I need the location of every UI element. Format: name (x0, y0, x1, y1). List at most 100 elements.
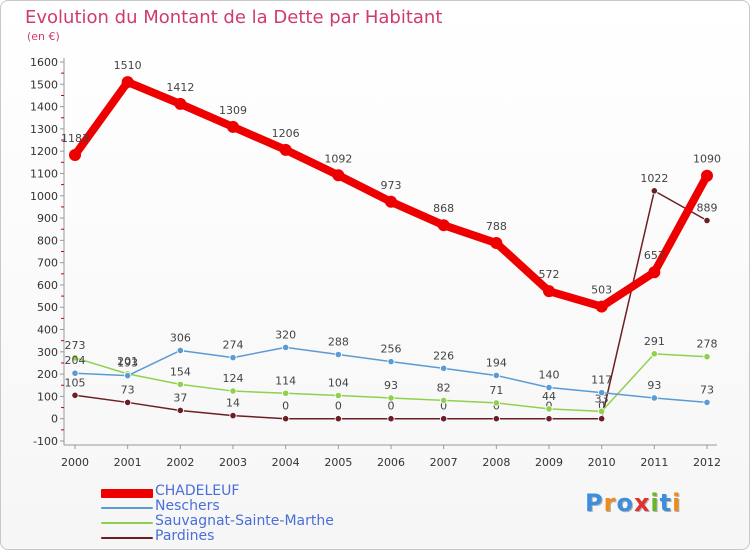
data-point-3 (492, 415, 500, 423)
data-label-1: 256 (381, 343, 402, 356)
x-tick-label: 2009 (535, 456, 563, 469)
data-point-3 (387, 415, 395, 423)
y-tick-label: -100 (33, 435, 58, 448)
data-point-1 (492, 371, 500, 380)
data-label-2: 114 (275, 374, 296, 387)
legend-swatch-chadeleuf (101, 488, 153, 498)
data-point-3 (282, 415, 290, 423)
data-point-1 (334, 350, 342, 359)
data-label-2: 291 (644, 335, 665, 348)
data-label-0: 1510 (114, 59, 142, 72)
data-point-0 (543, 285, 555, 298)
logo-letter: i (650, 489, 660, 517)
x-tick-label: 2001 (114, 456, 142, 469)
legend-item-neschers[interactable]: Neschers (101, 498, 361, 515)
data-point-0 (648, 266, 661, 279)
data-label-2: 71 (489, 384, 503, 397)
data-label-0: 572 (539, 268, 560, 281)
legend-label-pardines: Pardines (155, 528, 215, 544)
data-point-3 (124, 398, 132, 407)
data-point-0 (69, 148, 81, 161)
data-label-0: 868 (433, 202, 454, 215)
data-point-1 (71, 369, 79, 377)
data-point-2 (650, 350, 658, 358)
data-label-2: 93 (384, 379, 398, 392)
y-tick-label: 1300 (30, 123, 58, 136)
proxiti-logo: Proxiti (585, 489, 681, 517)
data-point-3 (229, 411, 237, 420)
data-label-0: 503 (591, 284, 612, 297)
data-label-0: 1092 (324, 152, 352, 165)
data-label-3: 0 (282, 400, 289, 413)
data-label-0: 1183 (61, 132, 89, 145)
data-point-3 (71, 391, 79, 399)
y-tick-label: 1000 (30, 190, 58, 203)
data-label-1: 193 (117, 357, 138, 370)
data-point-0 (332, 169, 345, 182)
legend-label-sauvagnat: Sauvagnat-Sainte-Marthe (155, 513, 334, 529)
data-label-0: 1309 (219, 104, 247, 117)
data-point-0 (279, 143, 292, 156)
data-label-0: 1412 (166, 81, 194, 94)
data-label-3: 0 (440, 400, 447, 413)
series-line-0 (71, 78, 711, 311)
data-label-3: 37 (173, 391, 187, 404)
data-point-2 (176, 380, 184, 388)
data-point-0 (385, 195, 397, 208)
data-label-1: 194 (486, 356, 507, 369)
data-label-3: 1022 (640, 172, 668, 185)
legend-swatch-sauvagnat (101, 522, 153, 524)
data-label-1: 140 (539, 368, 560, 381)
x-tick-label: 2004 (272, 456, 300, 469)
data-point-1 (650, 394, 658, 402)
x-tick-label: 2007 (430, 456, 458, 469)
data-label-3: 0 (598, 400, 605, 413)
y-tick-label: 100 (37, 390, 58, 403)
y-tick-label: 800 (37, 234, 58, 247)
legend: CHADELEUF Neschers Sauvagnat-Sainte-Mart… (101, 483, 361, 545)
data-point-3 (545, 415, 553, 423)
y-tick-label: 1200 (30, 145, 58, 158)
data-point-3 (440, 415, 448, 423)
data-point-3 (334, 415, 342, 423)
y-tick-label: 900 (37, 212, 58, 225)
legend-item-pardines[interactable]: Pardines (101, 528, 361, 545)
data-point-3 (650, 187, 658, 195)
y-tick-label: 500 (37, 301, 58, 314)
data-point-1 (124, 372, 132, 380)
y-tick-label: 1100 (30, 167, 58, 180)
data-point-1 (176, 346, 184, 355)
logo-letter: o (616, 489, 634, 517)
data-point-0 (437, 219, 450, 232)
x-tick-label: 2008 (482, 456, 510, 469)
data-point-1 (387, 358, 395, 366)
data-label-2: 33 (595, 392, 609, 405)
data-point-2 (71, 354, 79, 362)
y-tick-label: 600 (37, 279, 58, 292)
data-label-0: 788 (486, 220, 507, 233)
legend-swatch-pardines (101, 537, 153, 539)
data-point-2 (598, 407, 606, 415)
data-label-2: 82 (437, 381, 451, 394)
x-tick-label: 2010 (588, 456, 616, 469)
data-label-1: 117 (591, 374, 612, 387)
data-label-0: 1206 (272, 127, 300, 140)
legend-item-sauvagnat[interactable]: Sauvagnat-Sainte-Marthe (101, 513, 361, 530)
data-label-1: 204 (65, 354, 86, 367)
data-label-0: 973 (381, 179, 402, 192)
x-tick-label: 2003 (219, 456, 247, 469)
data-label-1: 288 (328, 335, 349, 348)
data-label-2: 124 (223, 372, 244, 385)
data-point-1 (703, 398, 711, 407)
legend-item-chadeleuf[interactable]: CHADELEUF (101, 483, 361, 500)
data-label-1: 226 (433, 349, 454, 362)
x-tick-label: 2006 (377, 456, 405, 469)
data-label-2: 154 (170, 365, 191, 378)
data-label-2: 201 (117, 355, 138, 368)
data-label-1: 73 (700, 383, 714, 396)
y-tick-label: 400 (37, 324, 58, 337)
data-point-0 (490, 237, 503, 250)
data-label-3: 14 (226, 397, 240, 410)
